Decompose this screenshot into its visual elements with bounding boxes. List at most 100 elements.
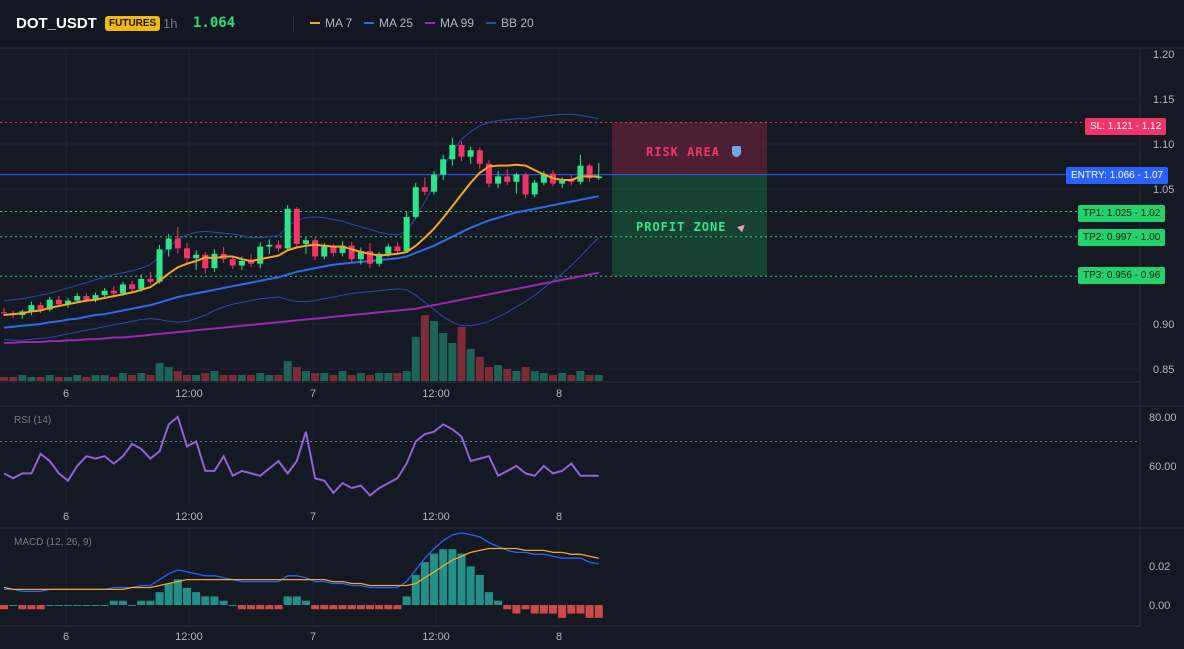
volume-bar [338, 371, 347, 381]
candle-body [129, 284, 136, 289]
candle-body [229, 259, 236, 266]
macd-histogram-bar [338, 605, 347, 610]
bb-upper-line [3, 113, 599, 302]
macd-histogram-bar [292, 596, 301, 605]
candle-body [431, 174, 438, 192]
timeframe-selector[interactable]: 1h [163, 16, 178, 31]
tp1-level-tag[interactable]: TP1: 1.025 - 1.02 [1078, 205, 1166, 222]
macd-histogram-bar [283, 596, 292, 605]
candle-body [403, 216, 410, 252]
legend-bb20[interactable]: BB 20 [486, 16, 534, 30]
time-tick-label: 12:00 [175, 388, 203, 400]
time-tick-label: 8 [556, 631, 562, 643]
macd-histogram-bar [173, 579, 182, 605]
candle-body [65, 300, 72, 305]
macd-histogram-bar [301, 600, 310, 605]
time-tick-label: 7 [310, 388, 316, 400]
volume-bar [457, 327, 466, 381]
volume-bar [173, 371, 182, 381]
macd-histogram-bar [439, 549, 448, 605]
time-tick-label: 6 [63, 511, 69, 523]
candle-body [421, 187, 428, 192]
macd-histogram-bar [100, 605, 109, 606]
candle-body [531, 182, 538, 195]
price-tick-label: 0.90 [1153, 319, 1174, 331]
legend-ma25-label: MA 25 [379, 16, 414, 30]
risk-area-label: RISK AREA [646, 145, 742, 159]
volume-bar [265, 375, 274, 381]
tp3-level-tag[interactable]: TP3: 0.956 - 0.96 [1078, 267, 1166, 284]
macd-histogram-bar [247, 605, 256, 610]
candle-body [238, 261, 245, 266]
macd-tick-000: 0.00 [1149, 600, 1170, 612]
volume-bar [274, 375, 283, 381]
macd-histogram-bar [503, 605, 512, 610]
shield-icon [732, 146, 742, 157]
candle-body [28, 305, 35, 312]
candle-body [165, 238, 172, 250]
candle-body [330, 246, 337, 253]
candle-body [55, 299, 62, 305]
time-tick-label: 8 [556, 388, 562, 400]
candle-body [110, 290, 117, 294]
macd-histogram-bar [411, 574, 420, 605]
volume-bar [329, 375, 338, 381]
chart-header: DOT_USDT FUTURES 1h 1.064 MA 7 MA 25 MA … [0, 0, 1184, 48]
candle-body [266, 244, 273, 247]
volume-bar [210, 371, 219, 381]
macd-histogram-bar [146, 600, 155, 605]
header-divider [293, 15, 294, 33]
volume-bar [530, 371, 539, 381]
volume-bar [484, 367, 493, 381]
macd-histogram-bar [420, 562, 429, 605]
macd-histogram-bar [457, 553, 466, 605]
candle-body [513, 174, 520, 182]
volume-bar [82, 377, 91, 381]
sl-level-tag[interactable]: SL: 1.121 - 1.12 [1085, 118, 1167, 135]
entry-level-tag[interactable]: ENTRY: 1.066 - 1.07 [1066, 167, 1169, 184]
macd-histogram-bar [393, 605, 402, 610]
volume-bar [402, 371, 411, 381]
macd-histogram-bar [237, 605, 246, 610]
volume-bar [393, 373, 402, 381]
macd-histogram-bar [164, 583, 173, 605]
macd-histogram-bar [219, 600, 228, 605]
bb-lower-line [3, 237, 600, 341]
candle-body [385, 246, 392, 254]
legend-ma99[interactable]: MA 99 [425, 16, 474, 30]
candle-body [577, 165, 584, 182]
volume-bar [91, 375, 100, 381]
symbol-name[interactable]: DOT_USDT [16, 15, 97, 32]
macd-histogram-bar [36, 605, 45, 610]
volume-bar [585, 375, 594, 381]
macd-histogram-bar [54, 605, 63, 606]
legend-ma7[interactable]: MA 7 [310, 16, 352, 30]
macd-histogram-bar [128, 605, 137, 606]
macd-histogram-bar [576, 605, 585, 614]
volume-bar [219, 375, 228, 381]
volume-bar [155, 363, 164, 381]
legend-ma25[interactable]: MA 25 [364, 16, 413, 30]
risk-area-text: RISK AREA [646, 145, 721, 159]
legend-bb20-label: BB 20 [501, 16, 534, 30]
volume-bar [9, 377, 18, 381]
candle-body [275, 244, 282, 249]
candle-body [412, 187, 419, 217]
macd-histogram-bar [402, 596, 411, 605]
volume-bar [549, 375, 557, 381]
candle-body [174, 238, 181, 249]
price-panel-bg [0, 48, 1140, 382]
volume-bar [411, 337, 420, 381]
volume-bar [54, 377, 63, 381]
macd-histogram-bar [9, 605, 18, 606]
futures-badge: FUTURES [105, 16, 161, 31]
ma99-line [4, 271, 599, 344]
tp2-level-tag[interactable]: TP2: 0.997 - 1.00 [1078, 229, 1166, 246]
macd-histogram-bar [329, 605, 338, 610]
macd-panel-label: MACD (12, 26, 9) [14, 537, 92, 548]
candle-body [458, 144, 465, 157]
volume-bar [146, 375, 155, 381]
volume-bar [100, 375, 109, 381]
macd-histogram-bar [27, 605, 36, 610]
